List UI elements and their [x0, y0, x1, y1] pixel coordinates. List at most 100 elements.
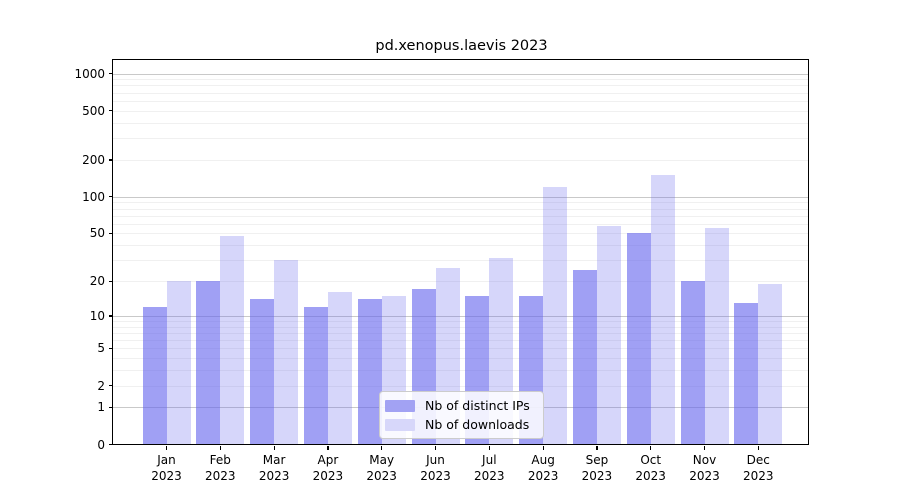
x-tick-label: Jun 2023 — [420, 452, 451, 483]
gridline-minor — [113, 358, 809, 360]
bar-ips-sep — [572, 269, 597, 445]
bar-ips-oct — [626, 233, 651, 445]
gridline-minor — [113, 100, 809, 102]
y-tick-label: 50 — [89, 226, 105, 241]
x-tick-mark — [166, 445, 168, 450]
gridline-minor — [113, 245, 809, 247]
y-tick-mark — [108, 385, 113, 387]
y-tick-label: 1 — [97, 400, 105, 415]
bar-ips-jan — [142, 306, 167, 445]
bar-downloads-dec — [758, 283, 783, 445]
y-tick-mark — [108, 280, 113, 282]
gridline-minor — [113, 122, 809, 124]
bar-downloads-oct — [650, 175, 675, 445]
bar-ips-apr — [303, 306, 328, 445]
bar-ips-mar — [250, 299, 275, 445]
x-tick-label: Aug 2023 — [527, 452, 559, 483]
y-tick-mark — [108, 159, 113, 161]
y-tick-mark — [108, 315, 113, 317]
x-tick-mark — [327, 445, 329, 450]
gridline-minor — [113, 215, 809, 217]
x-tick-label: May 2023 — [366, 452, 397, 483]
gridline-minor — [113, 320, 809, 322]
chart-title: pd.xenopus.laevis 2023 — [375, 38, 548, 54]
x-tick-label: Oct 2023 — [635, 452, 666, 483]
gridline-minor — [113, 370, 809, 372]
gridline-minor — [113, 281, 809, 282]
x-tick-mark — [596, 445, 598, 450]
y-tick-mark — [108, 232, 113, 235]
legend-item: Nb of downloads — [385, 417, 537, 432]
x-tick-mark — [650, 445, 652, 450]
gridline-minor — [113, 202, 809, 204]
bar-downloads-mar — [274, 260, 299, 445]
x-tick-mark — [704, 445, 706, 450]
x-tick-label: Jan 2023 — [151, 452, 182, 483]
x-tick-label: Jul 2023 — [474, 452, 505, 483]
x-tick-mark — [488, 445, 491, 450]
gridline-minor — [113, 340, 809, 341]
gridline-minor — [113, 332, 809, 334]
gridline-major — [113, 73, 809, 75]
bar-ips-nov — [680, 281, 705, 445]
x-tick-label: Apr 2023 — [312, 452, 344, 483]
gridline-minor — [113, 260, 809, 262]
x-tick-mark — [273, 445, 275, 450]
gridline-major — [113, 196, 809, 198]
x-tick-mark — [542, 445, 544, 450]
bar-downloads-nov — [704, 228, 729, 445]
legend-item-label: Nb of distinct IPs — [425, 398, 530, 413]
gridline-minor — [113, 79, 809, 81]
x-tick-label: Nov 2023 — [689, 452, 720, 483]
y-tick-mark — [108, 347, 113, 350]
gridline-minor — [113, 208, 809, 210]
legend-item-label: Nb of downloads — [425, 417, 530, 432]
y-tick-mark — [108, 444, 113, 446]
x-tick-label: Feb 2023 — [205, 452, 236, 483]
gridline-minor — [113, 85, 809, 87]
bar-downloads-apr — [327, 292, 352, 445]
gridline-minor — [113, 223, 809, 225]
x-tick-mark — [757, 445, 760, 450]
bar-downloads-aug — [543, 186, 568, 445]
plot-area — [113, 60, 809, 445]
legend-swatch — [385, 399, 415, 412]
y-tick-mark — [108, 196, 113, 198]
y-tick-label: 100 — [82, 189, 105, 204]
x-tick-label: Mar 2023 — [258, 452, 290, 483]
x-tick-mark — [219, 445, 222, 450]
y-tick-label: 500 — [82, 103, 105, 118]
x-tick-mark — [381, 445, 383, 450]
bar-downloads-sep — [596, 225, 621, 445]
gridline-minor — [113, 326, 809, 328]
y-tick-label: 20 — [89, 274, 105, 288]
legend-swatch — [385, 418, 415, 431]
bar-ips-feb — [196, 281, 221, 445]
gridline-minor — [113, 159, 809, 161]
gridline-minor — [113, 138, 809, 140]
y-tick-label: 5 — [97, 341, 105, 356]
y-tick-mark — [108, 406, 113, 409]
y-tick-label: 200 — [82, 152, 105, 167]
x-tick-mark — [435, 445, 437, 450]
gridline-minor — [113, 348, 809, 350]
y-tick-mark — [108, 110, 113, 112]
gridline-major — [113, 315, 809, 317]
y-tick-mark — [108, 73, 113, 75]
bar-downloads-jan — [166, 281, 191, 445]
y-tick-label: 2 — [97, 378, 105, 393]
bar-ips-dec — [734, 302, 759, 445]
x-tick-label: Dec 2023 — [743, 452, 774, 483]
legend-item: Nb of distinct IPs — [385, 398, 537, 413]
y-tick-label: 1000 — [74, 66, 105, 81]
y-tick-label: 0 — [97, 437, 105, 452]
y-tick-label: 10 — [89, 308, 105, 323]
bar-ips-may — [357, 299, 382, 445]
gridline-minor — [113, 233, 809, 235]
gridline-minor — [113, 385, 809, 387]
x-tick-label: Sep 2023 — [581, 452, 613, 483]
bar-downloads-feb — [220, 235, 245, 445]
gridline-minor — [113, 110, 809, 112]
gridline-minor — [113, 92, 809, 94]
